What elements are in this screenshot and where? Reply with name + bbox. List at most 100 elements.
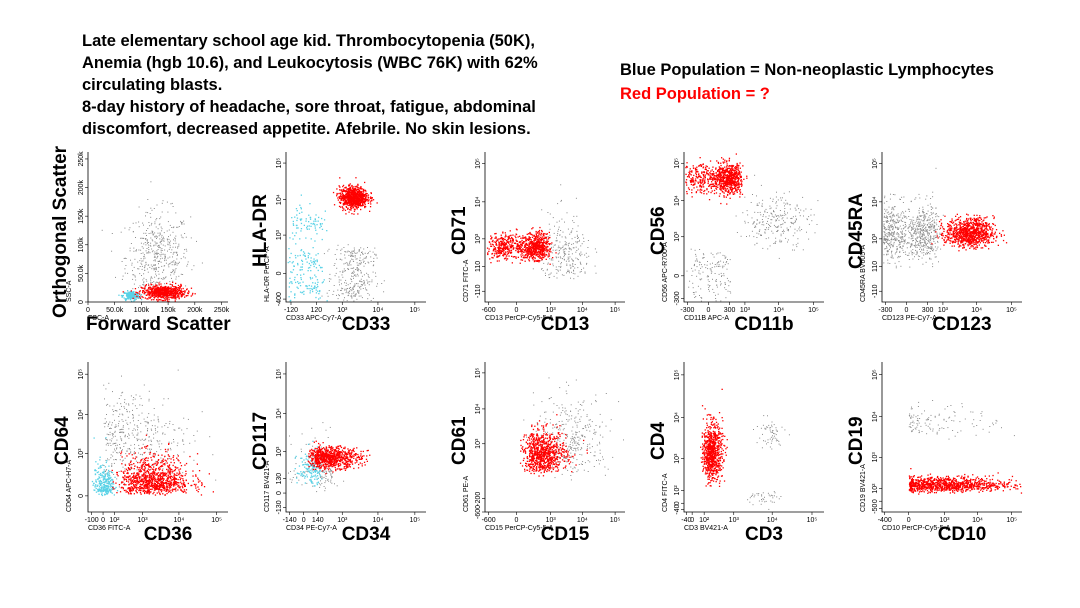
data-point xyxy=(510,245,512,247)
data-point xyxy=(550,272,552,274)
data-point xyxy=(160,292,162,294)
data-point xyxy=(166,290,168,292)
data-point xyxy=(518,250,520,253)
data-point xyxy=(359,286,361,288)
data-point xyxy=(340,198,343,200)
data-point xyxy=(127,297,130,300)
data-point xyxy=(731,187,734,189)
data-point xyxy=(556,249,558,251)
data-point xyxy=(528,257,531,259)
data-point xyxy=(715,175,717,177)
data-point xyxy=(493,255,495,257)
data-point xyxy=(502,255,505,257)
data-point xyxy=(362,197,364,199)
data-point xyxy=(145,261,147,263)
data-point xyxy=(525,256,527,259)
data-point xyxy=(312,287,315,289)
data-point xyxy=(692,179,694,181)
data-point xyxy=(722,176,724,178)
data-point xyxy=(490,235,492,237)
data-point xyxy=(524,257,526,259)
case-line: Anemia (hgb 10.6), and Leukocytosis (WBC… xyxy=(82,54,538,72)
data-point xyxy=(354,295,356,297)
data-point xyxy=(816,224,818,225)
data-point xyxy=(154,267,156,269)
data-point xyxy=(537,255,539,257)
data-point xyxy=(178,226,180,227)
data-point xyxy=(374,253,376,255)
data-point xyxy=(181,222,183,224)
data-point xyxy=(355,275,357,277)
data-point xyxy=(792,235,794,237)
data-point xyxy=(702,163,704,166)
data-point xyxy=(728,171,730,173)
data-point xyxy=(354,196,356,198)
data-point xyxy=(342,190,344,193)
data-point xyxy=(691,192,693,194)
data-point xyxy=(564,241,566,243)
data-point xyxy=(174,292,177,294)
data-point xyxy=(713,256,715,258)
data-point xyxy=(731,191,733,193)
data-point xyxy=(740,176,742,178)
data-point xyxy=(488,241,490,243)
data-point xyxy=(150,181,152,183)
data-point xyxy=(307,267,310,269)
data-point xyxy=(176,255,178,256)
data-point xyxy=(719,185,721,187)
data-point xyxy=(315,289,317,291)
data-point xyxy=(360,186,362,188)
data-point xyxy=(163,269,164,271)
data-point xyxy=(321,228,324,230)
data-point xyxy=(544,255,546,257)
data-point xyxy=(546,233,548,235)
data-point xyxy=(576,236,578,238)
data-point xyxy=(712,254,714,256)
data-point xyxy=(788,191,790,193)
data-point xyxy=(561,199,562,201)
data-point xyxy=(160,226,162,228)
data-point xyxy=(314,286,316,289)
data-point xyxy=(343,268,345,270)
data-point xyxy=(310,270,312,272)
data-point xyxy=(580,271,582,272)
data-point xyxy=(490,238,492,240)
data-point xyxy=(132,297,134,299)
data-point xyxy=(146,230,147,231)
data-point xyxy=(570,249,572,251)
data-point xyxy=(154,268,156,270)
data-point xyxy=(130,243,132,244)
data-point xyxy=(370,196,372,198)
plot-canvas: 0 50.0k 100k 150k 200k 250k050.0k100k150k200k… xyxy=(78,151,230,314)
data-point xyxy=(535,254,537,257)
data-point xyxy=(510,239,512,241)
data-point xyxy=(575,257,577,259)
data-point xyxy=(347,201,350,203)
data-point xyxy=(162,292,164,294)
data-point xyxy=(168,263,170,265)
data-point xyxy=(731,189,733,191)
data-point xyxy=(359,194,361,196)
data-point xyxy=(314,227,316,229)
data-point xyxy=(797,242,799,244)
data-point xyxy=(175,291,177,293)
data-point xyxy=(526,252,528,254)
data-point xyxy=(157,292,159,295)
data-point xyxy=(364,205,366,208)
data-point xyxy=(790,221,792,223)
data-point xyxy=(532,268,534,270)
data-point xyxy=(730,292,732,294)
data-point xyxy=(538,240,540,242)
data-point xyxy=(343,299,345,301)
data-point xyxy=(330,278,332,280)
data-point xyxy=(125,298,127,300)
data-point xyxy=(718,261,720,263)
data-point xyxy=(747,222,749,224)
data-point xyxy=(689,170,691,172)
data-point xyxy=(494,251,496,253)
data-point xyxy=(704,181,706,184)
data-point xyxy=(531,246,533,248)
data-point xyxy=(355,194,357,196)
data-point xyxy=(164,294,166,297)
data-point xyxy=(493,241,495,243)
